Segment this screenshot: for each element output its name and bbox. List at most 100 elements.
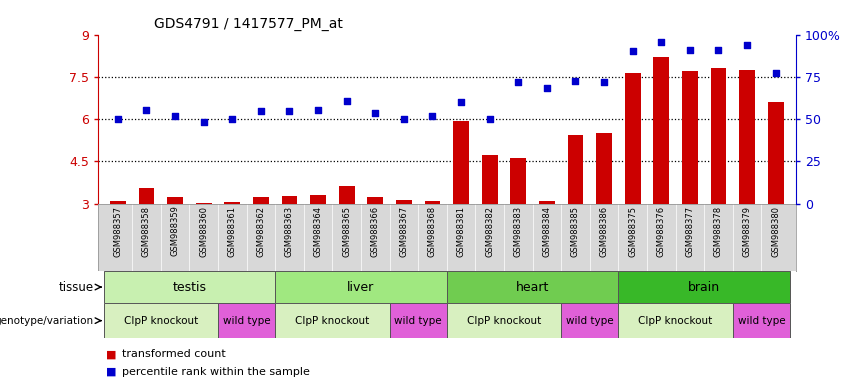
Text: GSM988376: GSM988376 [657, 205, 665, 257]
Point [740, 42, 754, 48]
Bar [275, 303, 390, 338]
Text: GSM988379: GSM988379 [743, 205, 751, 257]
Text: GSM988375: GSM988375 [628, 205, 637, 257]
Point [568, 78, 582, 84]
Bar [482, 155, 498, 204]
Bar [619, 303, 733, 338]
Text: GSM988381: GSM988381 [457, 205, 465, 257]
Bar [568, 136, 583, 204]
Point [683, 47, 697, 53]
Bar [561, 303, 619, 338]
Text: testis: testis [173, 281, 207, 293]
Text: GSM988384: GSM988384 [542, 205, 551, 257]
Bar [282, 197, 297, 204]
Text: GSM988362: GSM988362 [256, 205, 266, 257]
Text: GSM988368: GSM988368 [428, 205, 437, 257]
Bar [390, 303, 447, 338]
Text: wild type: wild type [223, 316, 271, 326]
Text: GSM988365: GSM988365 [342, 205, 351, 257]
Bar [682, 71, 698, 204]
Bar [218, 303, 275, 338]
Point [426, 113, 439, 119]
Bar [597, 132, 612, 204]
Point [283, 108, 296, 114]
Text: wild type: wild type [738, 316, 785, 326]
Bar [225, 202, 240, 204]
Text: GSM988367: GSM988367 [399, 205, 408, 257]
Point [454, 99, 468, 105]
Bar [511, 158, 526, 204]
Point [368, 110, 382, 116]
Bar [104, 271, 275, 303]
Text: wild type: wild type [394, 316, 442, 326]
Text: GSM988364: GSM988364 [313, 205, 323, 257]
Text: GSM988385: GSM988385 [571, 205, 580, 257]
Text: ClpP knockout: ClpP knockout [638, 316, 712, 326]
Text: GDS4791 / 1417577_PM_at: GDS4791 / 1417577_PM_at [154, 17, 343, 31]
Text: percentile rank within the sample: percentile rank within the sample [122, 367, 310, 377]
Text: ClpP knockout: ClpP knockout [295, 316, 369, 326]
Point [768, 70, 782, 76]
Text: GSM988359: GSM988359 [170, 205, 180, 257]
Point [254, 108, 268, 114]
Text: GSM988377: GSM988377 [685, 205, 694, 257]
Point [397, 116, 411, 122]
Bar [110, 201, 126, 204]
Bar [311, 195, 326, 204]
Point [597, 79, 611, 86]
Text: GSM988383: GSM988383 [514, 205, 523, 257]
Bar [733, 303, 790, 338]
Text: brain: brain [688, 281, 720, 293]
Text: GSM988380: GSM988380 [771, 205, 780, 257]
Point [711, 47, 725, 53]
Bar [447, 271, 619, 303]
Bar [740, 70, 755, 204]
Point [483, 116, 496, 122]
Bar [196, 203, 212, 204]
Bar [619, 271, 790, 303]
Text: genotype/variation: genotype/variation [0, 316, 94, 326]
Text: GSM988366: GSM988366 [371, 205, 380, 257]
Bar [396, 200, 412, 204]
Point [625, 48, 639, 54]
Text: GSM988360: GSM988360 [199, 205, 208, 257]
Text: GSM988386: GSM988386 [600, 205, 608, 257]
Bar [425, 201, 440, 204]
Text: ■: ■ [106, 367, 117, 377]
Bar [139, 188, 154, 204]
Bar [625, 73, 641, 204]
Bar [768, 102, 784, 204]
Text: ■: ■ [106, 349, 117, 359]
Point [511, 79, 525, 85]
Bar [167, 197, 183, 204]
Bar [339, 186, 355, 204]
Text: heart: heart [516, 281, 549, 293]
Point [340, 98, 353, 104]
Text: GSM988382: GSM988382 [485, 205, 494, 257]
Point [311, 107, 325, 113]
Bar [275, 271, 447, 303]
Text: tissue: tissue [59, 281, 94, 293]
Bar [447, 303, 561, 338]
Bar [539, 201, 555, 204]
Bar [253, 197, 269, 204]
Bar [654, 57, 669, 204]
Point [140, 107, 153, 113]
Text: transformed count: transformed count [122, 349, 226, 359]
Point [226, 116, 239, 122]
Text: liver: liver [347, 281, 374, 293]
Text: wild type: wild type [566, 316, 614, 326]
Text: ClpP knockout: ClpP knockout [123, 316, 198, 326]
Text: GSM988363: GSM988363 [285, 205, 294, 257]
Point [197, 119, 210, 126]
Point [111, 116, 125, 122]
Bar [368, 197, 383, 204]
Point [540, 84, 554, 91]
Text: ClpP knockout: ClpP knockout [467, 316, 541, 326]
Bar [104, 303, 218, 338]
Bar [454, 121, 469, 204]
Bar [711, 68, 727, 204]
Text: GSM988378: GSM988378 [714, 205, 723, 257]
Text: GSM988357: GSM988357 [113, 205, 123, 257]
Point [654, 40, 668, 46]
